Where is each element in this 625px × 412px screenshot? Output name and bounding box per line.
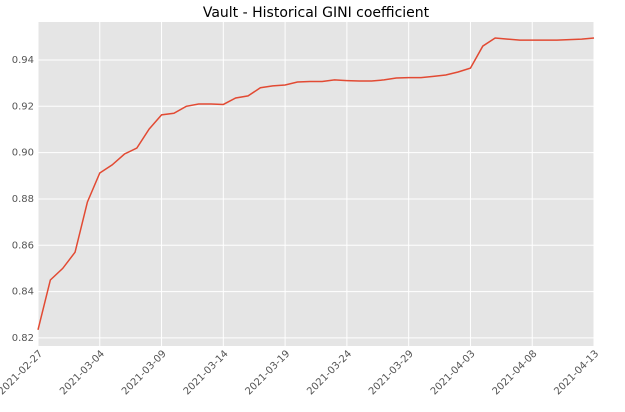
data-line: [37, 37, 595, 330]
y-tick-label: 0.82: [12, 333, 34, 344]
y-tick-label: 0.84: [12, 287, 34, 298]
y-tick-label: 0.90: [12, 148, 34, 159]
x-tick-label: 2021-04-03: [429, 348, 478, 397]
chart-title: Vault - Historical GINI coefficient: [203, 5, 430, 21]
y-tick-label: 0.94: [12, 55, 34, 66]
x-tick-label: 2021-03-04: [58, 348, 107, 397]
y-tick-label: 0.88: [12, 194, 34, 205]
x-tick-label: 2021-03-09: [120, 348, 169, 397]
y-tick-label: 0.92: [12, 101, 34, 112]
plot-area: [38, 22, 594, 346]
x-tick-label: 2021-03-19: [243, 348, 292, 397]
x-tick-label: 2021-02-27: [0, 348, 45, 397]
x-tick-label: 2021-03-14: [182, 348, 231, 397]
x-tick-label: 2021-03-24: [305, 348, 354, 397]
x-tick-label: 2021-04-08: [491, 348, 540, 397]
y-tick-label: 0.86: [12, 240, 34, 251]
x-tick-label: 2021-03-29: [367, 348, 416, 397]
x-tick-label: 2021-04-13: [552, 348, 601, 397]
